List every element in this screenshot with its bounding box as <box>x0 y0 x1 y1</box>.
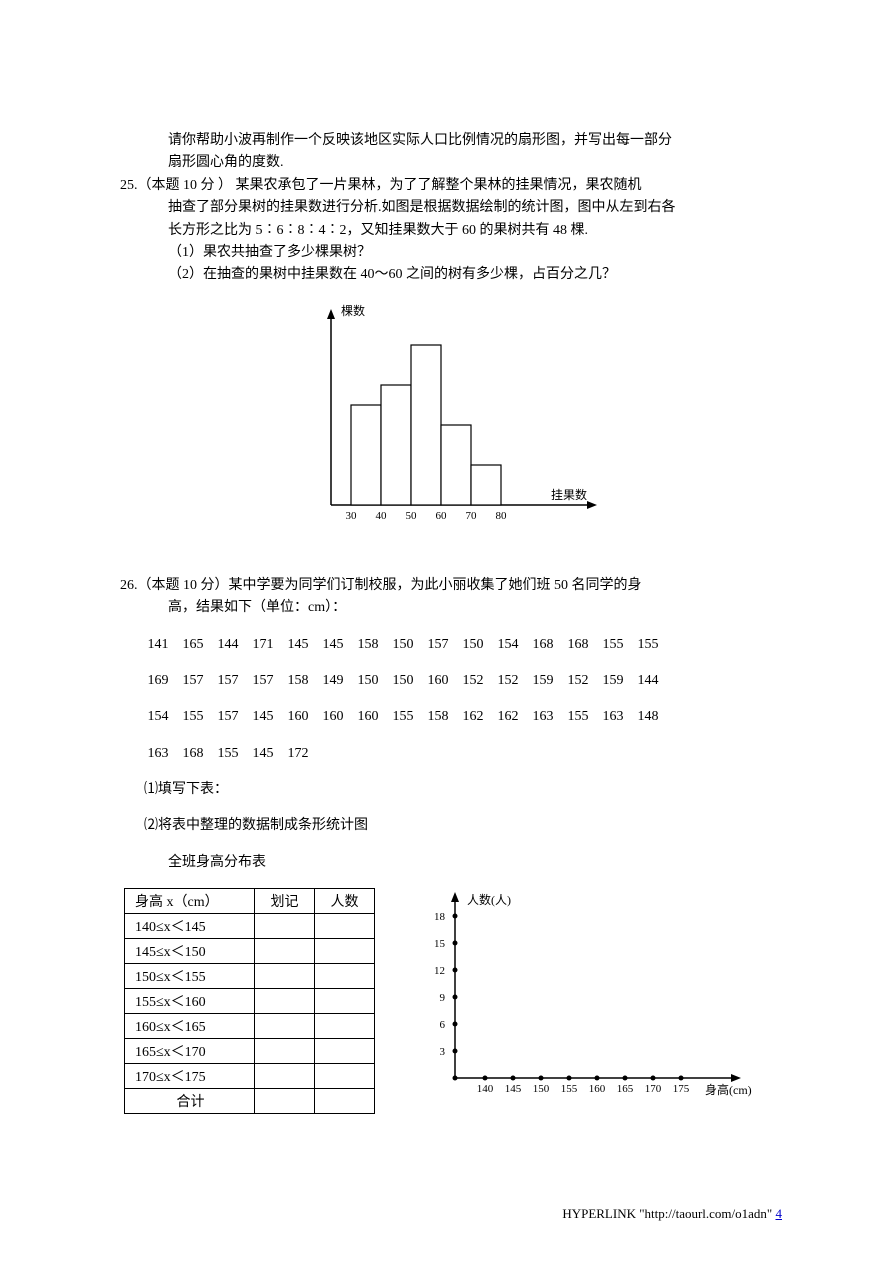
q26-data-rows: 141 165 144 171 145 145 158 150 157 150 … <box>120 634 782 766</box>
svg-text:30: 30 <box>346 510 358 522</box>
q26-points: （本题 10 分） <box>138 578 229 593</box>
svg-text:175: 175 <box>673 1083 690 1095</box>
footer-pagenum: 4 <box>776 1206 783 1221</box>
q25-sub2: （2）在抽查的果树中挂果数在 40～60 之间的树有多少棵，占百分之几？ <box>120 264 782 286</box>
svg-text:身高(cm): 身高(cm) <box>705 1082 752 1097</box>
q25-body1: 某果农承包了一片果林，为了了解整个果林的挂果情况，果农随机 <box>232 178 642 193</box>
data-row: 141 165 144 171 145 145 158 150 157 150 … <box>120 634 782 656</box>
svg-text:50: 50 <box>406 510 418 522</box>
q26-sub1: ⑴填写下表： <box>120 779 782 801</box>
svg-text:155: 155 <box>561 1083 578 1095</box>
svg-text:18: 18 <box>434 911 446 923</box>
q25-num: 25. <box>120 178 138 193</box>
svg-text:3: 3 <box>440 1046 446 1058</box>
svg-text:40: 40 <box>376 510 388 522</box>
svg-text:80: 80 <box>496 510 508 522</box>
svg-text:15: 15 <box>434 938 446 950</box>
footer-text: HYPERLINK "http://taourl.com/o1adn" <box>562 1206 775 1221</box>
data-row: 163 168 155 145 172 <box>120 743 782 765</box>
table-header-height: 身高 x（cm） <box>125 889 255 914</box>
q26-body1: 某中学要为同学们订制校服，为此小丽收集了她们班 50 名同学的身 <box>229 578 642 593</box>
table-header-tally: 划记 <box>255 889 315 914</box>
data-row: 154 155 157 145 160 160 160 155 158 162 … <box>120 706 782 728</box>
svg-text:6: 6 <box>440 1019 446 1031</box>
page-footer: HYPERLINK "http://taourl.com/o1adn" 4 <box>562 1206 782 1222</box>
svg-text:挂果数: 挂果数 <box>551 487 587 502</box>
svg-text:9: 9 <box>440 992 446 1004</box>
q25-body3: 长方形之比为 5∶6∶8∶4∶2，又知挂果数大于 60 的果树共有 48 棵. <box>120 220 782 242</box>
table-row: 155≤x＜160 <box>125 989 255 1014</box>
q26-num: 26. <box>120 578 138 593</box>
svg-text:12: 12 <box>434 965 445 977</box>
table-row: 160≤x＜165 <box>125 1014 255 1039</box>
table-row: 165≤x＜170 <box>125 1039 255 1064</box>
svg-text:145: 145 <box>505 1083 522 1095</box>
svg-text:140: 140 <box>477 1083 494 1095</box>
svg-text:70: 70 <box>466 510 478 522</box>
svg-text:150: 150 <box>533 1083 550 1095</box>
svg-text:170: 170 <box>645 1083 662 1095</box>
table-row: 145≤x＜150 <box>125 939 255 964</box>
q25-points: （本题 10 分 ） <box>138 178 233 193</box>
svg-text:60: 60 <box>436 510 448 522</box>
intro-line1: 请你帮助小波再制作一个反映该地区实际人口比例情况的扇形图，并写出每一部分 <box>120 130 782 152</box>
table-row: 150≤x＜155 <box>125 964 255 989</box>
q26-body2: 高，结果如下（单位：cm）： <box>120 597 782 619</box>
svg-text:人数(人): 人数(人) <box>467 892 511 907</box>
q26-line1: 26.（本题 10 分）某中学要为同学们订制校服，为此小丽收集了她们班 50 名… <box>120 575 782 597</box>
table-header-count: 人数 <box>315 889 375 914</box>
svg-text:160: 160 <box>589 1083 606 1095</box>
svg-text:165: 165 <box>617 1083 634 1095</box>
q26-table-title: 全班身高分布表 <box>120 852 782 874</box>
svg-text:棵数: 棵数 <box>341 303 365 318</box>
q26-sub2: ⑵将表中整理的数据制成条形统计图 <box>120 815 782 837</box>
q25-body2: 抽查了部分果树的挂果数进行分析.如图是根据数据绘制的统计图，图中从左到右各 <box>120 197 782 219</box>
table-row-total: 合计 <box>125 1089 255 1114</box>
table-row: 140≤x＜145 <box>125 914 255 939</box>
q25-histogram: 30 40 50 60 70 80 棵数 挂果数 <box>291 295 611 535</box>
q26-frequency-table: 身高 x（cm） 划记 人数 140≤x＜145 145≤x＜150 150≤x… <box>124 888 375 1114</box>
intro-line2: 扇形圆心角的度数. <box>120 152 782 174</box>
q26-axis-chart: 3 6 9 12 15 18 140 145 150 155 160 165 170 175 人数(人)… <box>415 888 755 1108</box>
table-row: 170≤x＜175 <box>125 1064 255 1089</box>
q25-sub1: （1）果农共抽查了多少棵果树？ <box>120 242 782 264</box>
q25-line1: 25.（本题 10 分 ） 某果农承包了一片果林，为了了解整个果林的挂果情况，果… <box>120 175 782 197</box>
data-row: 169 157 157 157 158 149 150 150 160 152 … <box>120 670 782 692</box>
